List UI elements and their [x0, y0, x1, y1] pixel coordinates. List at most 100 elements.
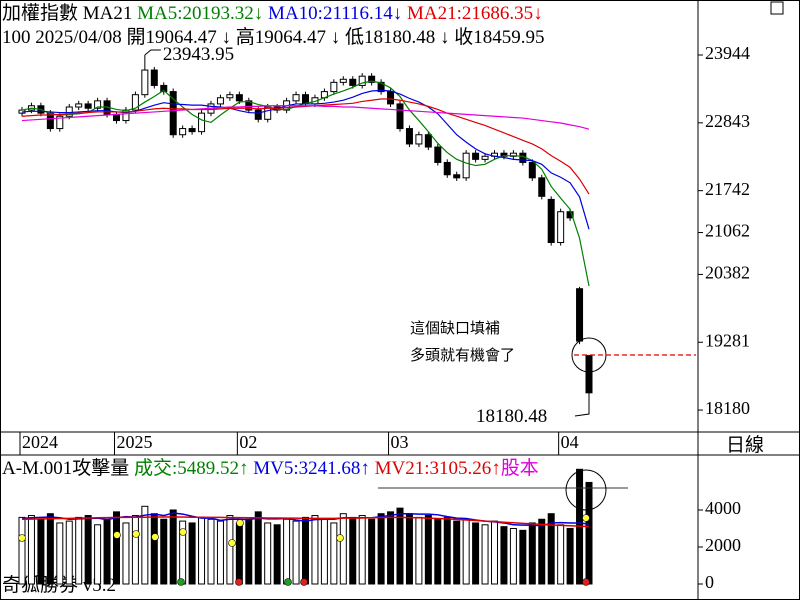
signal-dot [228, 539, 236, 547]
trend-arrow: ↓ [254, 3, 264, 24]
legend-entry: MA21:21686.35 [407, 3, 533, 24]
volume-value: 成交:5489.52 [134, 457, 239, 479]
candle-body [547, 198, 555, 244]
volume-bar [216, 520, 224, 585]
annotation: 18180.48 [476, 406, 547, 427]
volume-bar [27, 515, 35, 585]
legend-entry: MV5:3241.68 [253, 458, 360, 479]
candle-body [245, 100, 253, 111]
volume-bar [368, 518, 376, 585]
volume-bar [254, 511, 262, 585]
candle-body [528, 161, 536, 179]
volume-bar [481, 524, 489, 585]
volume-bar [462, 518, 470, 585]
indicator: MA21 [83, 3, 133, 24]
volume-bar [56, 522, 64, 585]
legend-entry: MA5:20193.32 [137, 3, 254, 24]
candle-body [292, 94, 300, 102]
signal-dot [582, 514, 590, 522]
legend-entry: 股本 [501, 457, 539, 479]
candle-body [481, 155, 489, 160]
candle-body [453, 174, 461, 179]
candle-body [405, 128, 413, 145]
volume-bar [94, 524, 102, 585]
volume-bar [339, 513, 347, 585]
volume-bar [283, 518, 291, 585]
candle-body [368, 75, 376, 83]
signal-dot [336, 534, 344, 542]
candle-body [94, 100, 102, 109]
volume-bar [75, 516, 83, 585]
volume-bar [226, 515, 234, 585]
candle-body [160, 84, 168, 93]
signal-dot [151, 533, 159, 541]
volume-bar [131, 515, 139, 585]
candle-body [377, 81, 385, 93]
volume-bar [387, 511, 395, 585]
period-label: 日線 [726, 434, 764, 456]
candle-body [424, 134, 432, 148]
volume-bar [500, 526, 508, 585]
candle-body [113, 113, 120, 122]
trend-arrow: ↑ [360, 458, 370, 479]
candle-body [358, 75, 366, 86]
candle-body [462, 152, 470, 179]
candle-body [56, 115, 64, 130]
volume-bar [509, 527, 517, 585]
volume-bar [18, 516, 26, 585]
x-tick-label: 2024 [22, 432, 58, 452]
volume-bar [547, 513, 555, 585]
trend-arrow: ↑ [491, 458, 501, 479]
ma-line [21, 98, 590, 195]
volume-bar [264, 522, 272, 585]
signal-dot [132, 530, 140, 538]
volume-bar [273, 524, 281, 585]
volume-bar [37, 518, 45, 585]
volume-bar [65, 520, 73, 585]
volume-bar [453, 520, 461, 585]
y-tick-label: 4000 [705, 498, 741, 518]
signal-dot [177, 578, 185, 586]
candle-body [198, 112, 206, 133]
volume-bar [141, 505, 149, 585]
candle-body [169, 91, 177, 136]
y-tick-label: 23944 [705, 43, 750, 63]
signal-dot [235, 578, 243, 586]
candle-body [538, 177, 546, 197]
candle-body [585, 355, 593, 394]
price-header: 加權指數 MA21 MA5:20193.32↓ MA10:21116.14↓ M… [2, 2, 543, 24]
trend-arrow: ↓ [533, 3, 543, 24]
candle-body [235, 94, 243, 102]
signal-dot [18, 534, 26, 542]
candle-body [75, 103, 83, 108]
volume-bar [585, 481, 593, 585]
signal-dot [284, 578, 292, 586]
volume-bar [415, 516, 423, 585]
candle-body [566, 211, 574, 219]
volume-bar [358, 515, 366, 585]
highlight-circle [565, 469, 607, 511]
volume-bar [377, 513, 385, 585]
window-button[interactable] [770, 1, 784, 15]
volume-bar [311, 515, 319, 585]
trend-arrow: ↓ [393, 3, 403, 24]
x-tick-label: 04 [561, 432, 579, 452]
volume-bar [528, 522, 536, 585]
annotation: 這個缺口填補 [410, 319, 500, 337]
candle-body [557, 211, 565, 244]
volume-bar [122, 522, 130, 585]
volume-title: A-M.001攻擊量 [2, 457, 129, 479]
candle-body [131, 94, 139, 111]
candle-body [179, 128, 187, 136]
trend-arrow: ↑ [239, 458, 249, 479]
y-tick-label: 19281 [705, 330, 750, 350]
volume-bar [557, 524, 565, 585]
volume-bar [150, 513, 158, 585]
volume-bar [330, 522, 338, 585]
candle-body [443, 161, 451, 176]
candle-body [254, 109, 262, 120]
candle-body [396, 103, 404, 130]
volume-header: A-M.001攻擊量 成交:5489.52↑ MV5:3241.68↑ MV21… [2, 457, 539, 479]
candle-body [141, 69, 149, 96]
signal-dot [236, 519, 244, 527]
